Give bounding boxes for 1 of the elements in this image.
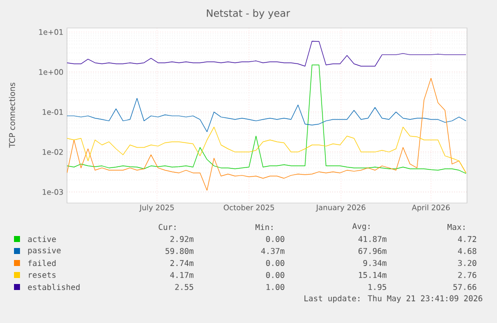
chart-title: Netstat - by year: [206, 9, 290, 19]
